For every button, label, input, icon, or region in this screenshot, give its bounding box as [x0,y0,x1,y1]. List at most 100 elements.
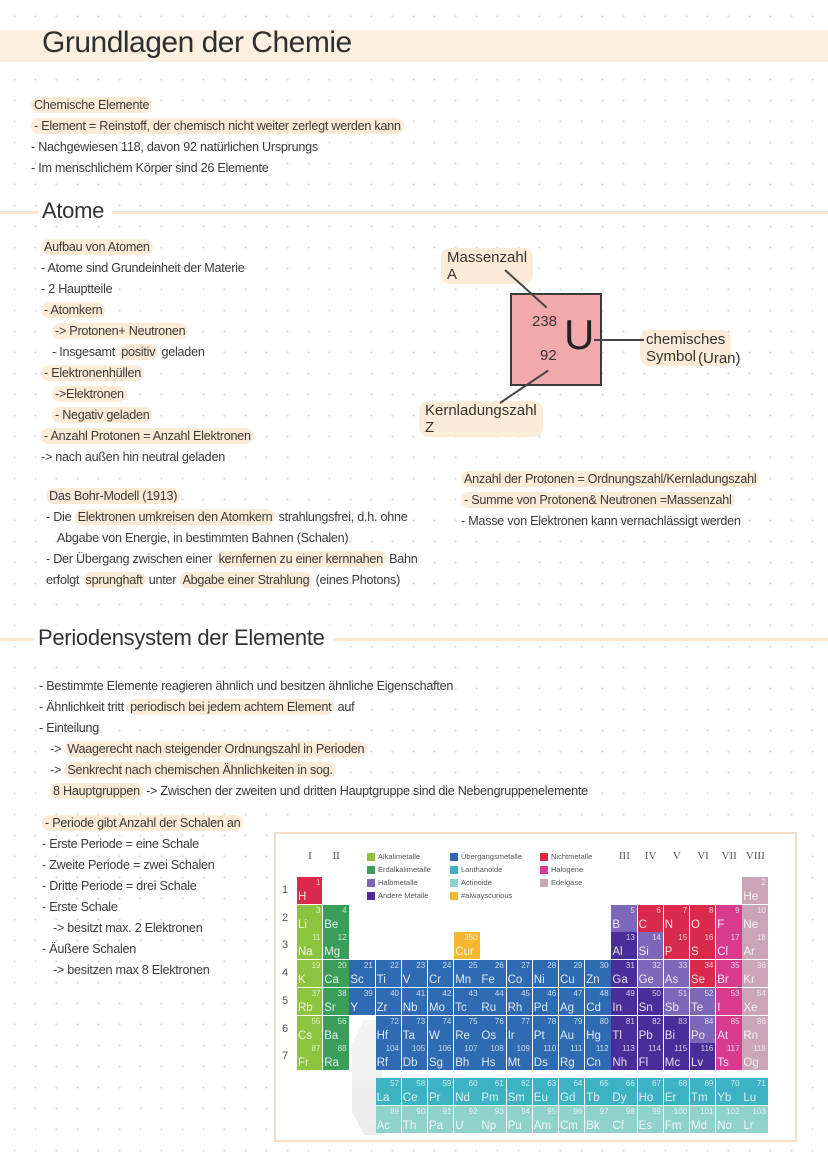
note-line: -> besitzt max. 2 Elektronen [42,918,243,939]
atomic-number: 69 [704,1079,714,1088]
element-symbol: Ag [560,1001,575,1014]
element-symbol: Ne [743,918,759,931]
note-text: Bahn [385,552,418,566]
atomic-number: 105 [411,1044,426,1054]
element-symbol: Cf [612,1120,624,1132]
element-cell: 56 Ba [323,1015,349,1043]
element-cell: 69 Tm [690,1078,716,1105]
atomic-number: 107 [464,1044,478,1054]
element-symbol: Ni [533,974,545,987]
atomic-number: 22 [390,961,399,971]
highlighted-text: -> Protonen+ Neutronen [52,323,189,339]
element-symbol: Cs [298,1029,313,1042]
note-line: Abgabe von Energie, in bestimmten Bahnen… [46,528,418,549]
atomic-number: 106 [438,1044,452,1054]
element-cell: 91 Pa [428,1106,454,1133]
highlighted-text: Das Bohr-Modell (1913) [46,488,181,504]
element-cell: 31 Ga [611,960,637,988]
element-cell: 29 Cu [559,960,585,988]
note-line: - 2 Hauptteile [41,279,254,300]
atomic-number: 48 [599,988,609,998]
period-label: 2 [282,911,289,924]
element-symbol: Mt [507,1057,521,1070]
element-symbol: Co [507,974,523,987]
element-symbol: Ge [638,974,654,987]
note-text: strahlungsfrei, d.h. ohne [275,510,408,524]
element-cell: 59 Pr [428,1078,454,1105]
legend-label: Erdalkalimetalle [378,865,431,874]
atomic-number: 77 [521,1016,530,1026]
note-text: geladen [158,345,205,359]
legend-item: Lanthanoide [450,865,502,874]
legend-swatch [367,891,375,900]
title-band [0,30,828,62]
element-cell: 36 Kr [742,960,768,988]
note-line: - Atomkern [41,300,254,321]
element-cell: 24 Cr [428,960,454,988]
element-cell: 350 Cur [454,932,480,960]
atomic-number: 74 [442,1016,452,1026]
atomic-number: 40 [390,988,399,998]
notes-protonen: Anzahl der Protonen = Ordnungszahl/Kernl… [461,469,760,532]
atomic-number: 81 [625,1016,635,1026]
element-cell: 111 Rg [559,1043,585,1071]
element-cell: 32 Ge [637,960,663,988]
note-text: - Erste Schale [42,900,118,914]
note-text: - Insgesamt [52,345,119,359]
note-text: erfolgt [46,573,83,587]
atomic-number: 64 [573,1079,583,1088]
element-cell: 107 Bh [454,1043,480,1071]
atomic-number: 104 [385,1044,399,1054]
element-symbol: Re [455,1029,470,1042]
atomic-number: 53 [730,988,740,998]
atomic-number: 42 [442,988,452,998]
element-symbol: Fr [298,1057,309,1070]
atomic-number: 20 [337,961,347,971]
element-symbol: Ho [638,1092,654,1104]
atomic-number: 116 [700,1044,714,1054]
note-text: - 2 Hauptteile [41,282,113,296]
element-symbol: Zr [376,1001,388,1014]
element-symbol: La [376,1092,390,1104]
element-cell: 10 Ne [742,904,768,932]
note-text: - Äußere Schalen [42,942,137,956]
period-label: 6 [282,1022,289,1035]
element-symbol: Ac [376,1120,391,1132]
notes-chemische-elemente: Chemische Elemente - Element = Reinstoff,… [31,95,404,179]
element-symbol: Nh [612,1057,628,1070]
element-cell: 41 Nb [401,987,428,1015]
element-symbol: Fe [481,974,495,987]
element-symbol: Li [298,918,307,931]
element-cell: 53 I [716,987,742,1015]
element-symbol: Tb [586,1092,600,1104]
element-cell: 39 Y [349,987,375,1015]
legend-item: Andere Metalle [367,891,428,900]
note-line: - Negativ geladen [41,405,254,426]
symbol-name: (Uran) [698,350,741,367]
atomic-number: 33 [678,961,688,971]
element-cell: 86 Rn [742,1015,768,1043]
atomic-number: 70 [730,1079,740,1088]
element-cell: 42 Mo [428,987,454,1015]
atomic-number: 54 [756,988,766,998]
atomic-number: 98 [625,1107,635,1116]
element-symbol: S [691,946,699,959]
atomic-number: 94 [521,1107,530,1116]
note-line: ->Elektronen [41,384,254,405]
atomic-number-label: Kernladungszahl Z [419,401,543,437]
element-cell: 44 Ru [480,987,506,1015]
highlighted-text: Chemische Elemente [31,97,153,113]
element-cell: 105 Db [401,1043,428,1071]
element-symbol: Ar [743,946,755,959]
element-cell: 23 V [401,960,428,988]
note-text: Abgabe von Energie, in bestimmten Bahnen… [57,531,349,545]
highlighted-text: periodisch bei jedem achtem Element [127,699,335,715]
element-cell: 13 Al [611,932,637,960]
element-symbol: Fm [664,1120,682,1132]
element-symbol: Ba [324,1029,339,1042]
legend-swatch [367,852,375,861]
highlighted-text: sprunghaft [82,572,146,588]
element-cell: 100 Fm [663,1106,690,1133]
element-symbol: Bi [664,1029,676,1042]
